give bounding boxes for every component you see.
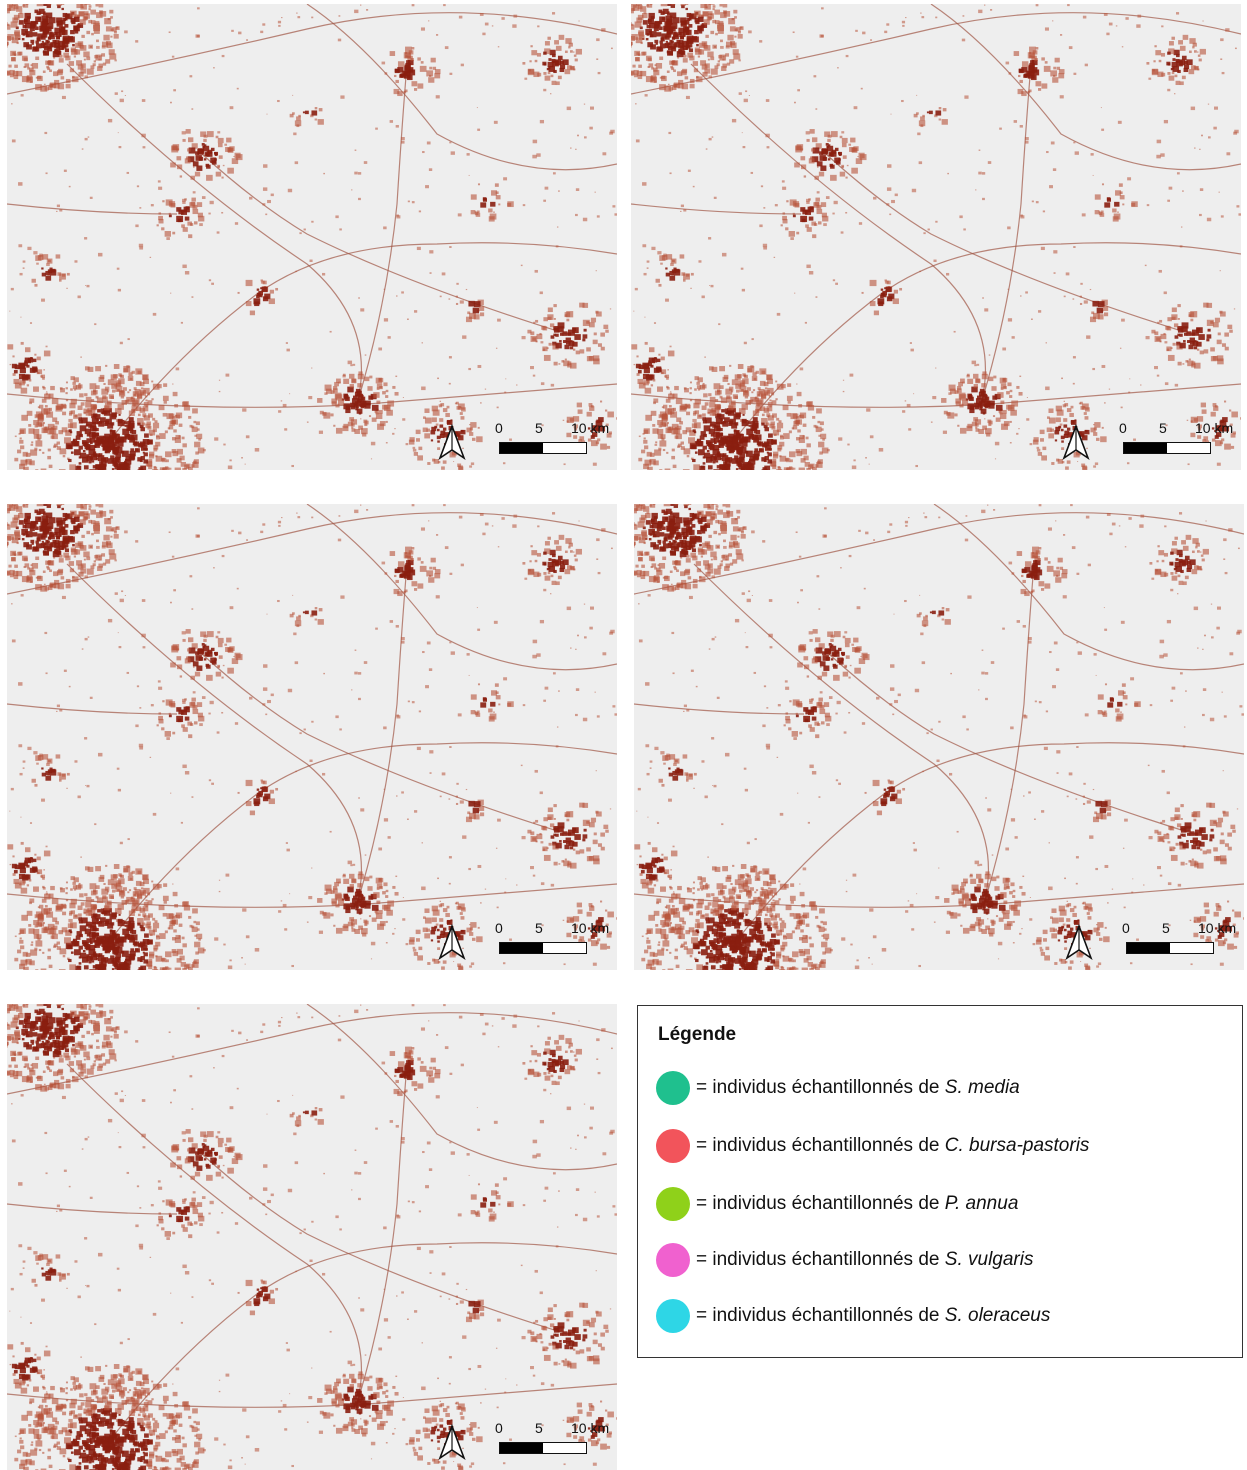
scale-label-0: 0 <box>1122 920 1130 936</box>
scale-label-5: 5 <box>1159 420 1167 436</box>
north-arrow-icon <box>437 923 467 961</box>
map-panel-s-vulgaris: 0 5 10 km <box>634 504 1244 970</box>
map-panel-c-bursa-pastoris: 0 5 10 km <box>631 4 1241 470</box>
legend-dot-icon <box>656 1187 690 1221</box>
map-base <box>7 1004 617 1470</box>
scale-label-0: 0 <box>1119 420 1127 436</box>
scale-bar: 0 5 10 km <box>495 920 609 960</box>
scale-label-0: 0 <box>495 920 503 936</box>
legend-label: = individus échantillonnés de S. media <box>696 1077 1020 1098</box>
scale-bar: 0 5 10 km <box>1122 920 1236 960</box>
north-arrow-icon <box>437 423 467 461</box>
scale-bar: 0 5 10 km <box>1119 420 1233 460</box>
scale-label-10: 10 km <box>571 420 610 436</box>
scale-label-0: 0 <box>495 420 503 436</box>
legend-item-s-media: = individus échantillonnés de S. media <box>656 1070 1020 1106</box>
scale-label-5: 5 <box>535 1420 543 1436</box>
legend-item-s-vulgaris: = individus échantillonnés de S. vulgari… <box>656 1242 1033 1278</box>
map-panel-p-annua: 0 5 10 km <box>7 504 617 970</box>
north-arrow-icon <box>1064 923 1094 961</box>
legend-dot-icon <box>656 1299 690 1333</box>
legend-dot-icon <box>656 1243 690 1277</box>
scale-bar: 0 5 10 km <box>495 420 609 460</box>
legend-box: Légende = individus échantillonnés de S.… <box>637 1005 1243 1358</box>
scale-label-10: 10 km <box>571 920 610 936</box>
map-base <box>7 504 617 970</box>
legend-dot-icon <box>656 1071 690 1105</box>
scale-label-10: 10 km <box>571 1420 610 1436</box>
legend-label: = individus échantillonnés de P. annua <box>696 1193 1019 1214</box>
scale-label-5: 5 <box>535 920 543 936</box>
legend-dot-icon <box>656 1129 690 1163</box>
map-base <box>7 4 617 470</box>
legend-label: = individus échantillonnés de S. vulgari… <box>696 1249 1034 1270</box>
scale-label-0: 0 <box>495 1420 503 1436</box>
map-panel-s-oleraceus: 0 5 10 km <box>7 1004 617 1470</box>
legend-item-s-oleraceus: = individus échantillonnés de S. olerace… <box>656 1298 1050 1334</box>
scale-bar: 0 5 10 km <box>495 1420 609 1460</box>
legend-label: = individus échantillonnés de C. bursa-p… <box>696 1135 1090 1156</box>
legend-item-c-bursa-pastoris: = individus échantillonnés de C. bursa-p… <box>656 1128 1089 1164</box>
map-panel-s-media: 0 5 10 km <box>7 4 617 470</box>
map-base <box>634 504 1244 970</box>
north-arrow-icon <box>1061 423 1091 461</box>
legend-label: = individus échantillonnés de S. olerace… <box>696 1305 1051 1326</box>
map-base <box>631 4 1241 470</box>
scale-label-10: 10 km <box>1198 920 1237 936</box>
legend-item-p-annua: = individus échantillonnés de P. annua <box>656 1186 1018 1222</box>
scale-label-5: 5 <box>535 420 543 436</box>
legend-title: Légende <box>658 1024 737 1045</box>
north-arrow-icon <box>437 1423 467 1461</box>
scale-label-5: 5 <box>1162 920 1170 936</box>
scale-label-10: 10 km <box>1195 420 1234 436</box>
